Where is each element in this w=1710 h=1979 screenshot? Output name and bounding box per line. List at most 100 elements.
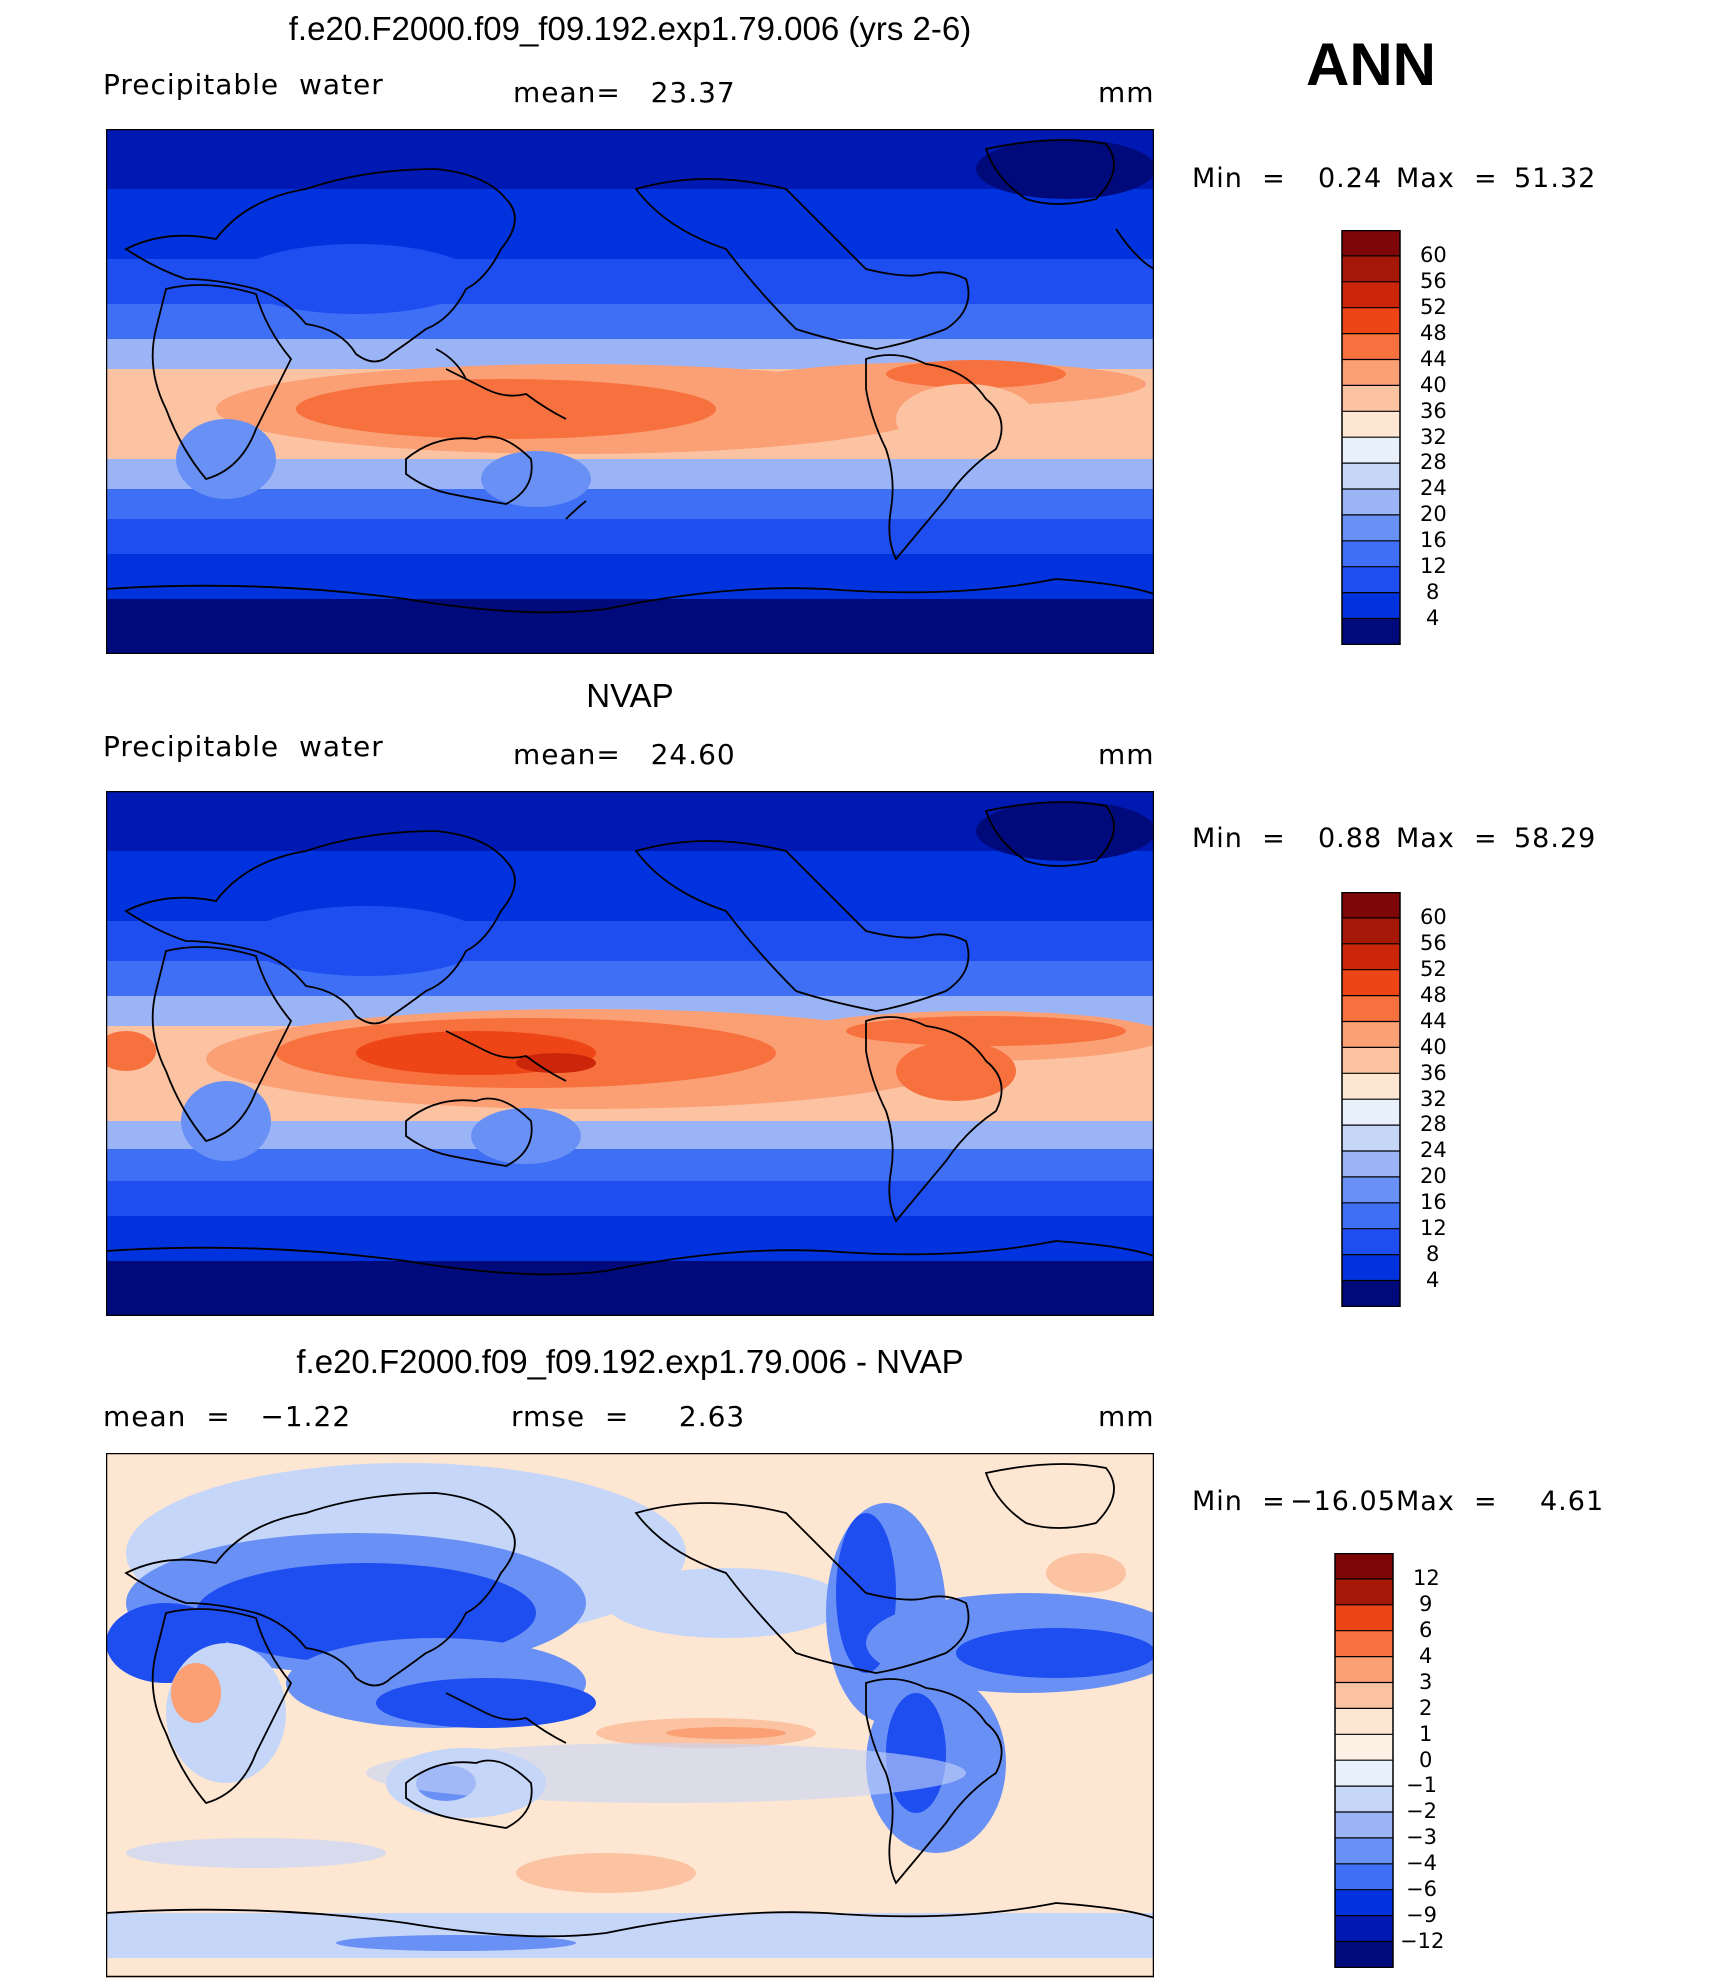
colorbar-tick: 8	[1426, 580, 1440, 604]
units-label: mm	[1098, 738, 1155, 771]
swatch	[1335, 1889, 1393, 1916]
swatch	[1342, 230, 1400, 256]
colorbar-tick: 1	[1419, 1722, 1433, 1746]
colorbar-tick: 60	[1420, 243, 1447, 267]
swatch	[1342, 1254, 1400, 1281]
colorbar-difference: 12 9 6 4 3 2 1 0 −1 −2 −3 −4 −6 −9 −12	[1334, 1553, 1444, 1968]
mean-label: mean= 23.37	[513, 76, 736, 109]
colorbar-tick: 28	[1420, 450, 1447, 474]
max-label: Max =	[1396, 163, 1498, 194]
season-label: ANN	[1306, 31, 1436, 98]
colorbar-tick: 36	[1420, 1061, 1447, 1085]
swatch	[1342, 1021, 1400, 1048]
swatch	[1335, 1760, 1393, 1787]
swatch	[1335, 1630, 1393, 1657]
swatch	[1342, 437, 1400, 464]
swatch	[1342, 917, 1400, 944]
colorbar-tick: 20	[1420, 502, 1447, 526]
colorbar-tick: 44	[1420, 347, 1447, 371]
panel-title: NVAP	[586, 677, 674, 714]
swatch	[1342, 489, 1400, 515]
colorbar-tick: 16	[1420, 1190, 1447, 1214]
colorbar-tick: 16	[1420, 528, 1447, 552]
colorbar-nvap: 60 56 52 48 44 40 36 32 28 24 20 16 12 8…	[1341, 892, 1447, 1307]
swatch	[1342, 1151, 1400, 1177]
min-value: −16.05	[1290, 1486, 1396, 1517]
colorbar-tick: −9	[1406, 1903, 1437, 1927]
swatch	[1342, 514, 1400, 541]
colorbar-swatches	[1341, 892, 1401, 1307]
colorbar-tick: 8	[1426, 1242, 1440, 1266]
colorbar-tick: −2	[1406, 1799, 1437, 1823]
rmse-label: rmse = 2.63	[511, 1400, 746, 1433]
swatch	[1342, 307, 1400, 334]
swatch	[1342, 1202, 1400, 1229]
swatch	[1342, 1073, 1400, 1100]
colorbar-tick: 6	[1419, 1618, 1433, 1642]
swatch	[1342, 463, 1400, 489]
swatch	[1335, 1863, 1393, 1890]
colorbar-tick: 9	[1419, 1592, 1433, 1616]
units-label: mm	[1098, 1400, 1155, 1433]
min-label: Min =	[1192, 163, 1286, 194]
swatch	[1342, 385, 1400, 412]
map-panel-nvap	[106, 791, 1154, 1316]
colorbar-tick: 4	[1419, 1644, 1433, 1668]
coastlines	[106, 139, 1154, 614]
swatch	[1335, 1812, 1393, 1838]
colorbar-tick: 52	[1420, 295, 1447, 319]
coastlines	[106, 801, 1154, 1276]
colorbar-swatches	[1341, 230, 1401, 645]
colorbar-tick: 3	[1419, 1670, 1433, 1694]
swatch	[1342, 411, 1400, 438]
colorbar-tick: 12	[1420, 1216, 1447, 1240]
precipitable-water-field	[106, 129, 1154, 654]
colorbar-tick: 12	[1420, 554, 1447, 578]
min-value: 0.88	[1318, 823, 1383, 854]
swatch	[1342, 1047, 1400, 1074]
swatch	[1342, 281, 1400, 308]
swatch	[1342, 618, 1400, 645]
swatch	[1342, 1099, 1400, 1126]
colorbar-tick: 28	[1420, 1112, 1447, 1136]
colorbar-tick: 40	[1420, 373, 1447, 397]
swatch	[1335, 1656, 1393, 1683]
colorbar-tick: 32	[1420, 1087, 1447, 1111]
swatch	[1342, 359, 1400, 386]
colorbar-tick: 32	[1420, 425, 1447, 449]
colorbar-model: 60 56 52 48 44 40 36 32 28 24 20 16 12 8…	[1341, 230, 1447, 645]
colorbar-tick: 40	[1420, 1035, 1447, 1059]
swatch	[1342, 333, 1400, 360]
colorbar-tick: 20	[1420, 1164, 1447, 1188]
colorbar-tick: −4	[1406, 1851, 1437, 1875]
swatch	[1342, 1125, 1400, 1151]
panel-title: f.e20.F2000.f09_f09.192.exp1.79.006 (yrs…	[288, 10, 972, 47]
max-value: 58.29	[1514, 823, 1597, 854]
swatch	[1342, 1176, 1400, 1203]
colorbar-swatches	[1334, 1553, 1394, 1968]
max-value: 4.61	[1540, 1486, 1605, 1517]
swatch	[1342, 943, 1400, 970]
colorbar-tick: 0	[1419, 1748, 1433, 1772]
max-label: Max =	[1396, 1486, 1498, 1517]
swatch	[1342, 1228, 1400, 1255]
swatch	[1335, 1578, 1393, 1605]
colorbar-tick: 2	[1419, 1696, 1433, 1720]
min-label: Min =	[1192, 823, 1286, 854]
colorbar-tick: 52	[1420, 957, 1447, 981]
difference-field	[106, 1453, 1154, 1978]
colorbar-tick: 12	[1413, 1566, 1440, 1590]
swatch	[1335, 1915, 1393, 1942]
swatch	[1342, 540, 1400, 567]
mean-label: mean = −1.22	[103, 1400, 352, 1433]
colorbar-tick: 4	[1426, 606, 1440, 630]
mean-label: mean= 24.60	[513, 738, 736, 771]
swatch	[1335, 1682, 1393, 1709]
min-value: 0.24	[1318, 163, 1383, 194]
colorbar-tick: 48	[1420, 321, 1447, 345]
colorbar-tick: 36	[1420, 399, 1447, 423]
max-label: Max =	[1396, 823, 1498, 854]
map-panel-model	[106, 129, 1154, 654]
colorbar-tick: −3	[1406, 1825, 1437, 1849]
colorbar-tick: 24	[1420, 1138, 1447, 1162]
